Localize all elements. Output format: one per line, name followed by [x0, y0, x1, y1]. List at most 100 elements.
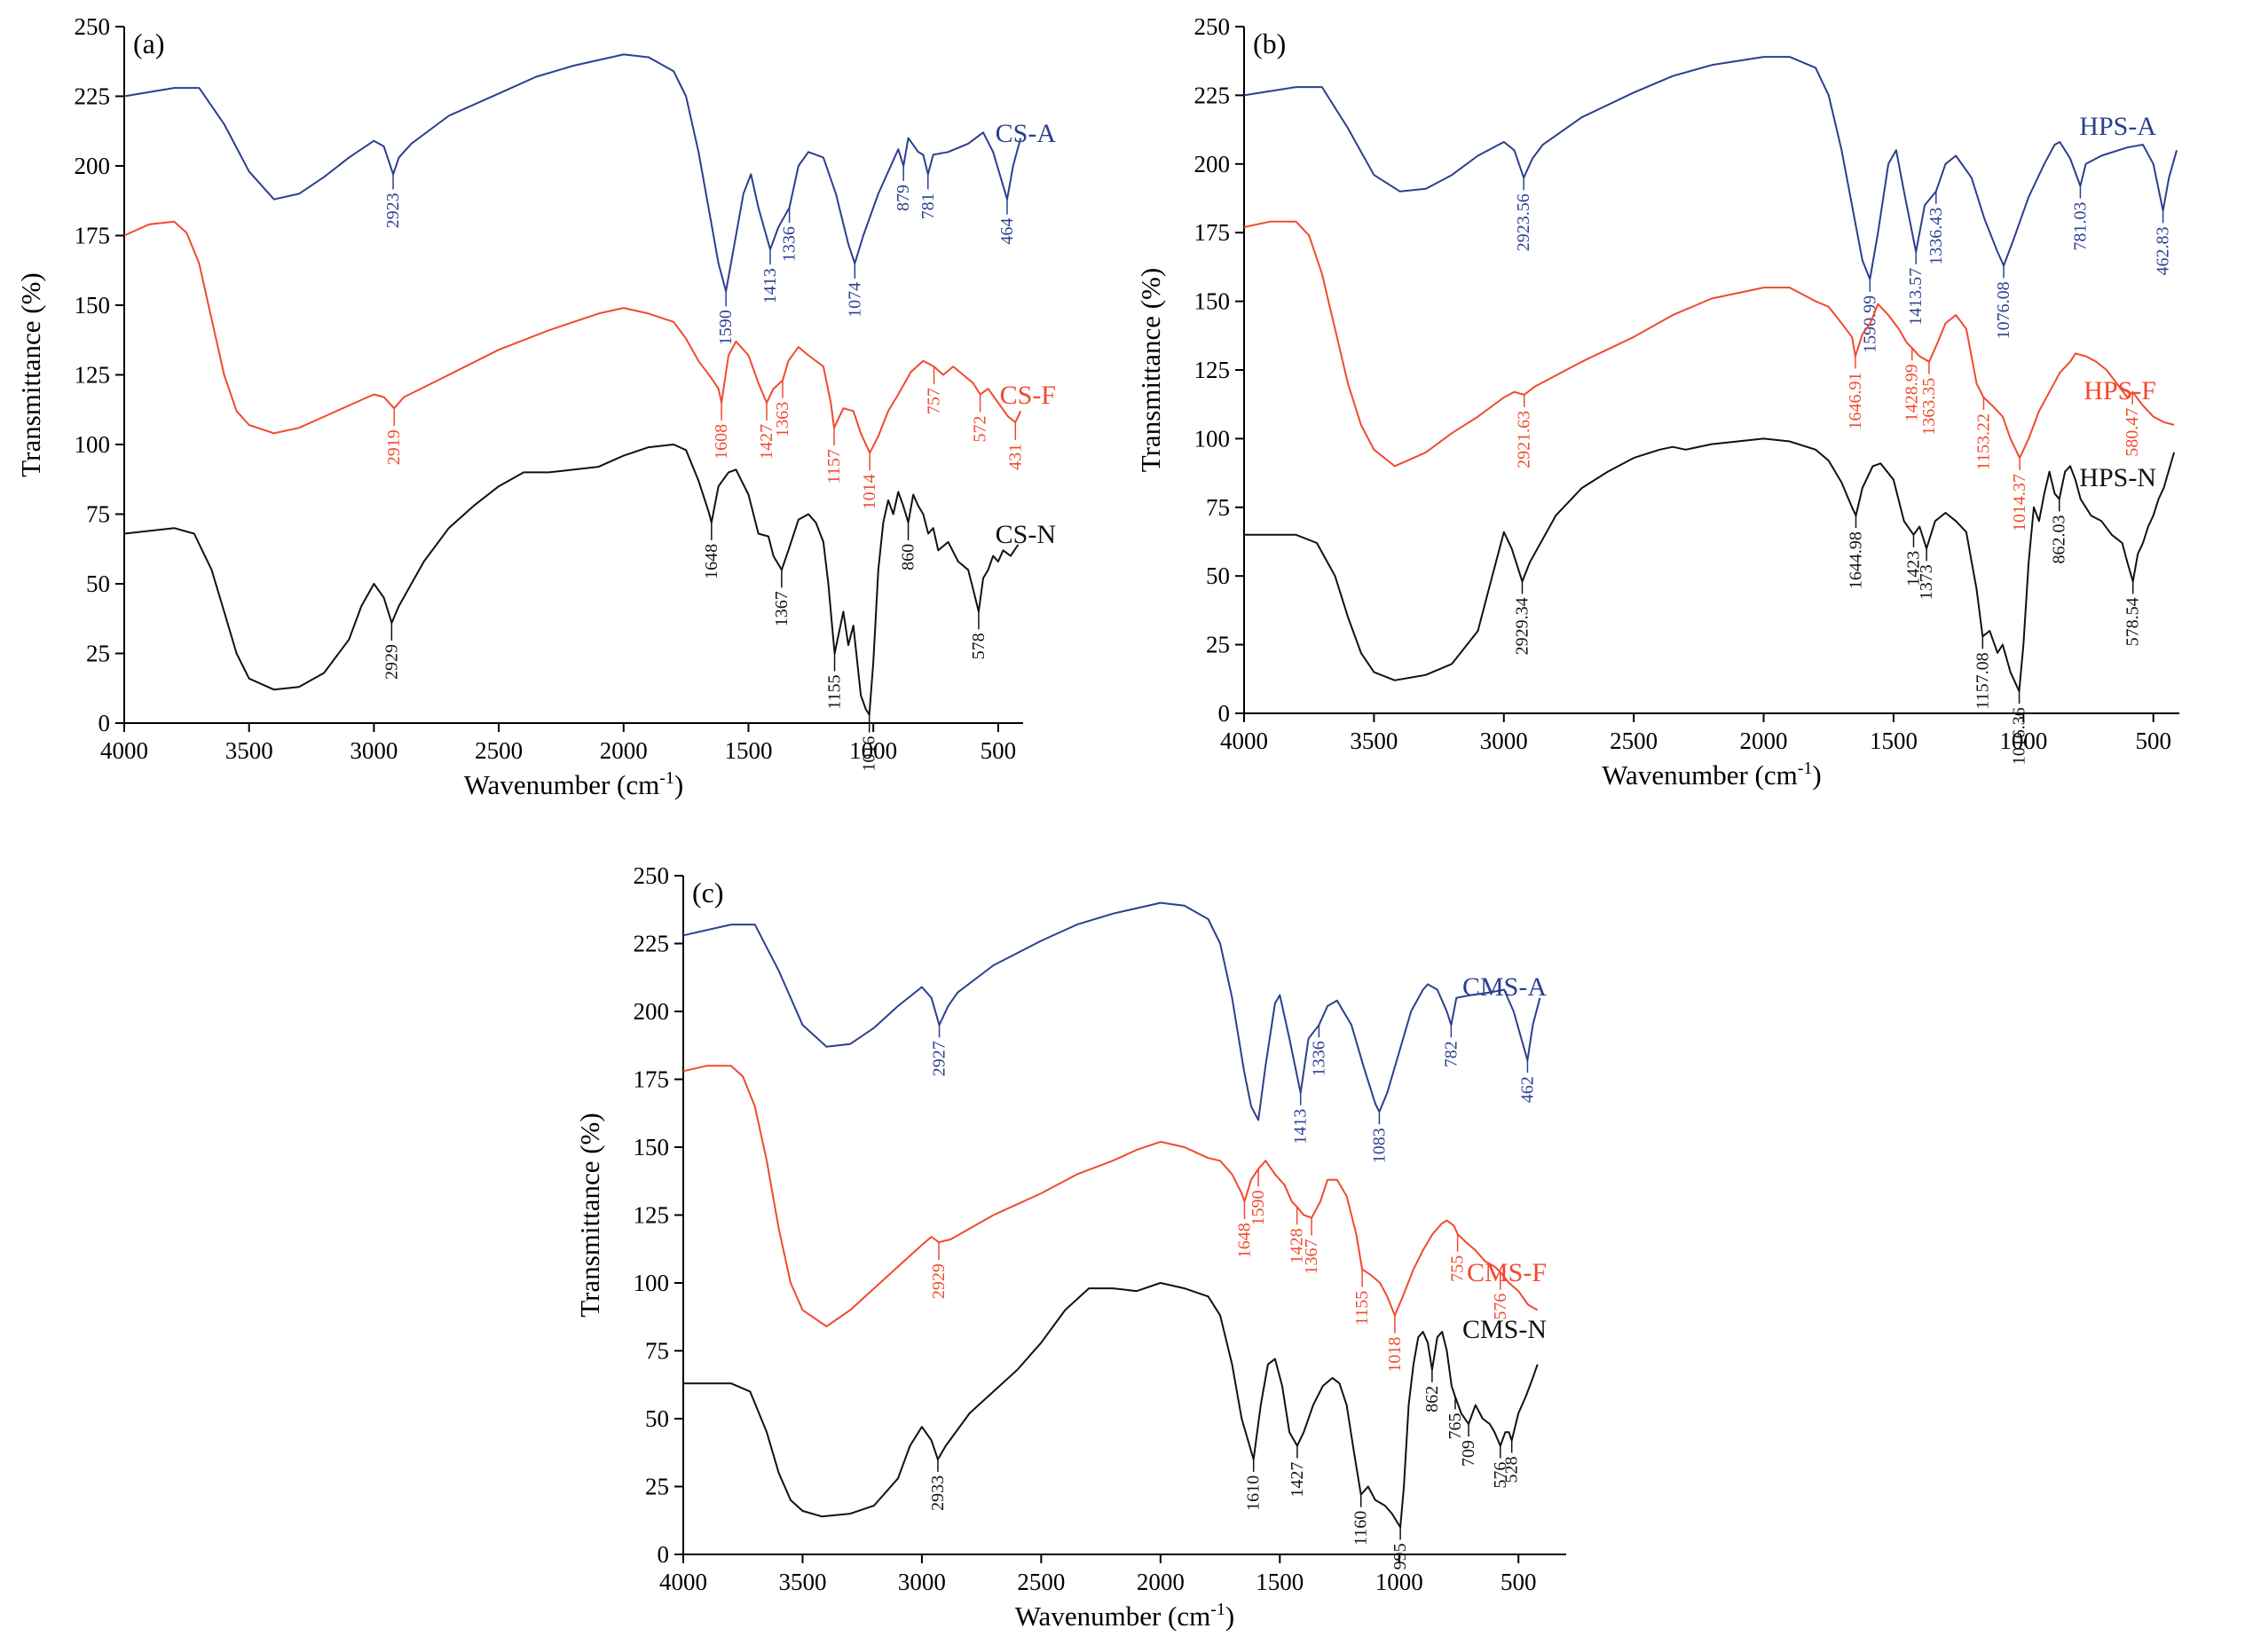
x-tick-label: 1500	[1256, 1569, 1304, 1595]
peak-label: 2933	[928, 1475, 948, 1511]
peak-label: 1428	[1288, 1228, 1307, 1263]
y-tick-label: 50	[86, 570, 110, 597]
y-tick-label: 225	[75, 83, 111, 110]
x-tick-label: 3500	[778, 1569, 826, 1595]
peak-label: 709	[1459, 1440, 1478, 1467]
y-axis-title: Transmittance (%)	[574, 1113, 605, 1317]
series-label-HPS-A: HPS-A	[2079, 112, 2156, 141]
y-tick-label: 250	[75, 13, 111, 40]
peak-label: 1157.08	[1973, 652, 1992, 709]
peak-label: 1413	[1291, 1109, 1311, 1145]
peak-label: 464	[997, 218, 1017, 245]
series-line-CMS-N	[683, 1282, 1539, 1529]
peak-label: 1373	[1917, 564, 1936, 600]
y-tick-label: 150	[634, 1134, 670, 1160]
peak-label: 528	[1502, 1456, 1522, 1483]
y-tick-label: 25	[86, 641, 110, 667]
x-tick-label: 3500	[225, 737, 273, 764]
peak-label: 2923	[383, 193, 403, 228]
y-axis-title: Transmittance (%)	[1135, 268, 1166, 472]
x-tick-label: 3000	[898, 1569, 946, 1595]
x-axis-title: Wavenumber (cm-1)	[1015, 1600, 1234, 1632]
peak-label: 781.03	[2070, 202, 2090, 251]
peak-label: 1363	[773, 402, 792, 437]
y-tick-label: 100	[1194, 425, 1231, 452]
y-tick-label: 50	[1206, 562, 1230, 589]
peak-label: 1160	[1351, 1511, 1371, 1546]
chart-panel-3: 0 25 50 75 100 125 150 175 200 225 250 4000 3500 3000…	[574, 862, 1566, 1632]
x-tick-label: 2000	[600, 737, 648, 764]
y-tick-label: 200	[634, 998, 670, 1025]
peak-label: 1336.43	[1926, 208, 1946, 265]
y-tick-label: 175	[1194, 219, 1231, 246]
peak-label: 879	[894, 185, 913, 211]
peak-label: 1016.36	[2010, 707, 2029, 765]
peak-label: 862	[1422, 1386, 1442, 1412]
y-tick-label: 250	[634, 862, 670, 889]
y-tick-label: 225	[1194, 82, 1231, 108]
peak-label: 578	[969, 633, 989, 659]
y-tick-label: 200	[1194, 151, 1231, 177]
x-tick-label: 500	[981, 737, 1017, 764]
peak-label: 576	[1491, 1294, 1510, 1320]
peak-label: 2919	[384, 429, 404, 465]
x-tick-label: 2500	[1017, 1569, 1065, 1595]
series-label-CMS-N: CMS-N	[1462, 1315, 1547, 1344]
peak-label: 1648	[1234, 1223, 1254, 1258]
x-axis-title: Wavenumber (cm-1)	[1602, 759, 1821, 791]
peak-label: 1076.08	[1994, 281, 2013, 339]
peak-label: 1367	[1302, 1239, 1321, 1275]
peak-label: 1423	[1903, 551, 1923, 586]
y-tick-label: 100	[75, 431, 111, 458]
x-tick-label: 1500	[1870, 728, 1918, 754]
peak-label: 1590	[716, 310, 736, 345]
peak-label: 431	[1005, 444, 1025, 470]
y-tick-label: 125	[634, 1202, 670, 1229]
peak-label: 1014	[860, 474, 879, 509]
x-tick-label: 3000	[350, 737, 398, 764]
y-tick-label: 250	[1194, 13, 1231, 40]
peak-label: 782	[1441, 1041, 1461, 1067]
x-tick-label: 4000	[659, 1569, 707, 1595]
peak-label: 2929	[929, 1263, 949, 1299]
peak-label: 755	[1448, 1255, 1468, 1282]
y-tick-label: 0	[1218, 700, 1231, 727]
y-tick-label: 225	[634, 931, 670, 957]
x-tick-label: 4000	[100, 737, 148, 764]
panel-label: (c)	[692, 877, 724, 909]
x-tick-label: 2500	[1610, 728, 1658, 754]
x-tick-label: 2000	[1137, 1569, 1185, 1595]
x-tick-label: 4000	[1220, 728, 1268, 754]
series-label-CS-F: CS-F	[1000, 381, 1056, 410]
x-tick-label: 500	[1501, 1569, 1537, 1595]
peak-label: 1083	[1369, 1128, 1389, 1163]
x-tick-label: 1000	[1999, 728, 2047, 754]
y-tick-label: 75	[645, 1338, 669, 1365]
peak-label: 1155	[1352, 1291, 1372, 1326]
x-tick-label: 2000	[1740, 728, 1788, 754]
x-axis-title: Wavenumber (cm-1)	[464, 768, 683, 800]
peak-label: 1413.57	[1906, 268, 1926, 326]
peak-label: 1413	[760, 268, 780, 303]
y-tick-label: 175	[75, 223, 111, 249]
peak-label: 1363.35	[1919, 378, 1939, 436]
y-tick-label: 75	[86, 501, 110, 528]
peak-label: 995	[1390, 1543, 1410, 1569]
peak-label: 2923.56	[1514, 193, 1533, 251]
peak-label: 1014.37	[2010, 474, 2029, 531]
x-tick-label: 500	[2135, 728, 2171, 754]
peak-label: 1610	[1244, 1475, 1264, 1511]
peak-label: 765	[1445, 1413, 1465, 1440]
peak-label: 781	[918, 193, 938, 219]
series-line-CMS-A	[682, 901, 1541, 1121]
peak-label: 1074	[845, 282, 864, 318]
series-line-CS-N	[123, 444, 1020, 716]
y-tick-label: 100	[634, 1270, 670, 1296]
peak-label: 576	[1491, 1462, 1510, 1489]
x-tick-label: 1000	[1375, 1569, 1423, 1595]
y-tick-label: 0	[98, 710, 111, 736]
y-tick-label: 50	[645, 1405, 669, 1432]
y-tick-label: 25	[1206, 632, 1230, 658]
x-tick-label: 1500	[724, 737, 772, 764]
peak-label: 462.83	[2154, 226, 2173, 275]
